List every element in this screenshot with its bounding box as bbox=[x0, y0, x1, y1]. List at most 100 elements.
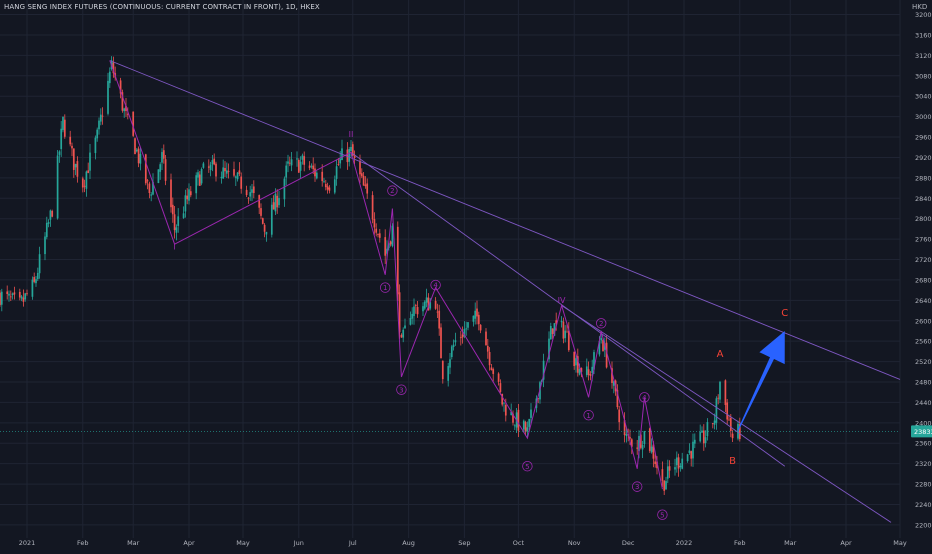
candle-body bbox=[20, 296, 23, 299]
trend-lines[interactable] bbox=[109, 60, 901, 523]
candle-body bbox=[238, 170, 241, 174]
candle-body bbox=[9, 296, 12, 298]
candle-body bbox=[391, 225, 394, 247]
elliott-wave-path[interactable] bbox=[109, 60, 663, 490]
candle-body bbox=[220, 176, 223, 179]
candle-body bbox=[152, 181, 154, 195]
candle-body bbox=[625, 434, 628, 437]
candle-body bbox=[702, 430, 705, 444]
candle-body bbox=[144, 154, 147, 184]
candle-body bbox=[465, 328, 468, 330]
candle-body bbox=[139, 153, 142, 164]
candle-body bbox=[513, 425, 516, 427]
price-tick-label: 32000 bbox=[915, 11, 932, 19]
candle-body bbox=[724, 380, 727, 405]
candle-body bbox=[726, 402, 729, 420]
candle-body bbox=[96, 129, 99, 139]
price-axis[interactable]: 22000 22400 22800 23200 23600 24000 24400 24800… bbox=[0, 11, 932, 529]
candle-body bbox=[13, 292, 16, 295]
candle-body bbox=[200, 169, 203, 184]
candle-body bbox=[38, 254, 41, 274]
candle-body bbox=[639, 434, 642, 448]
candle-body bbox=[63, 119, 66, 137]
candle-body bbox=[186, 195, 189, 200]
projection-arrow[interactable] bbox=[737, 331, 785, 431]
wave-lines[interactable] bbox=[109, 60, 663, 490]
time-tick-label: Aug bbox=[402, 539, 415, 547]
candle-body bbox=[247, 197, 250, 199]
price-tick-label: 23600 bbox=[915, 440, 932, 448]
candle-body bbox=[503, 402, 505, 404]
candle-body bbox=[159, 164, 162, 172]
candle-body bbox=[555, 320, 558, 324]
candle-body bbox=[447, 366, 450, 381]
candle-body bbox=[652, 444, 655, 459]
last-price-tag[interactable] bbox=[911, 425, 932, 438]
time-tick-label: May bbox=[893, 539, 907, 547]
time-tick-label: Jun bbox=[293, 539, 304, 547]
grid bbox=[0, 0, 901, 538]
trend-line[interactable] bbox=[561, 305, 892, 523]
candle-body bbox=[450, 346, 453, 358]
candle-body bbox=[398, 292, 401, 333]
wave-label-circle bbox=[596, 318, 607, 329]
candle-body bbox=[164, 159, 167, 181]
time-tick-label: 2021 bbox=[19, 539, 36, 547]
trend-line[interactable] bbox=[109, 60, 901, 380]
candle-body bbox=[436, 311, 439, 313]
candle-body bbox=[283, 178, 286, 200]
candle-body bbox=[373, 219, 376, 228]
candle-body bbox=[440, 327, 442, 359]
candle-body bbox=[265, 231, 268, 235]
wave-label-circle bbox=[380, 282, 391, 293]
candle-body bbox=[335, 166, 338, 179]
candle-body bbox=[76, 161, 79, 177]
candle-body bbox=[549, 326, 552, 340]
candle-body bbox=[641, 444, 644, 450]
candle-body bbox=[353, 155, 356, 158]
candle-body bbox=[567, 330, 570, 351]
price-tick-label: 29600 bbox=[915, 134, 932, 142]
candle-body bbox=[553, 323, 556, 336]
candle-body bbox=[589, 374, 592, 376]
candle-body bbox=[438, 310, 441, 329]
time-axis[interactable]: 2021 Feb Mar Apr May Jun Jul Aug Sep Oct Nov Dec 202… bbox=[19, 539, 907, 547]
candle-body bbox=[175, 227, 178, 233]
candle-body bbox=[665, 481, 667, 490]
time-tick-label: Mar bbox=[784, 539, 797, 547]
candle-body bbox=[719, 381, 721, 400]
price-tick-label: 24800 bbox=[915, 379, 932, 387]
projection-arrow-shape[interactable] bbox=[737, 331, 785, 431]
candle-body bbox=[375, 228, 378, 233]
candle-body bbox=[668, 466, 671, 471]
candle-body bbox=[578, 369, 581, 375]
candle-body bbox=[704, 437, 707, 444]
candle-body bbox=[618, 409, 621, 423]
candle-body bbox=[643, 431, 646, 445]
candle-body bbox=[146, 180, 149, 182]
price-tick-label: 23200 bbox=[915, 460, 932, 468]
candle-body bbox=[60, 128, 63, 150]
candle-body bbox=[184, 195, 187, 212]
time-tick-label: Feb bbox=[734, 539, 746, 547]
candle-body bbox=[0, 292, 1, 305]
candle-body bbox=[177, 216, 180, 226]
candle-body bbox=[476, 308, 478, 317]
candle-body bbox=[72, 148, 75, 170]
candle-body bbox=[170, 179, 172, 208]
candle-body bbox=[715, 398, 718, 423]
candle-body bbox=[377, 233, 379, 235]
candle-body bbox=[530, 409, 532, 418]
candle-body bbox=[197, 172, 199, 178]
candle-body bbox=[427, 297, 430, 311]
candle-body bbox=[240, 176, 243, 189]
candle-body bbox=[362, 175, 365, 186]
symbol-title: HANG SENG INDEX FUTURES (CONTINUOUS: CUR… bbox=[4, 3, 320, 11]
candle-body bbox=[602, 340, 604, 352]
candle-body bbox=[573, 351, 576, 367]
candle-body bbox=[251, 189, 253, 193]
candle-body bbox=[551, 328, 554, 334]
candle-body bbox=[675, 457, 678, 466]
